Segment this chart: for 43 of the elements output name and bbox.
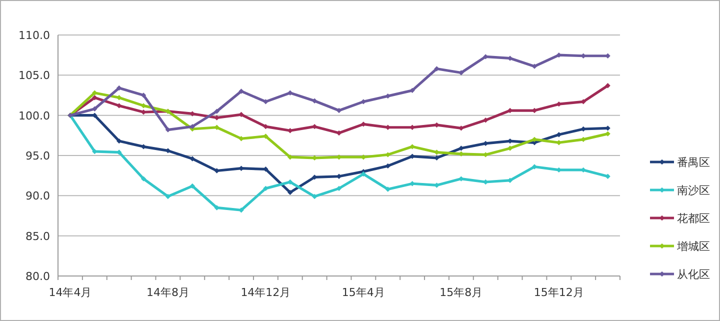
x-tick-label: 14年12月 — [240, 286, 291, 299]
point — [336, 186, 342, 192]
legend-label: 增城区 — [676, 240, 710, 253]
point — [288, 190, 293, 196]
x-tick-label: 14年4月 — [48, 286, 92, 299]
point — [263, 186, 268, 192]
y-tick-label: 95.0 — [26, 150, 50, 162]
point — [312, 194, 318, 200]
y-tick-label: 110.0 — [18, 29, 50, 42]
legend-label: 南沙区 — [677, 184, 710, 197]
point — [190, 183, 195, 189]
x-tick-label: 14年8月 — [146, 286, 190, 299]
point — [238, 88, 244, 94]
x-tick-label: 15年4月 — [342, 286, 385, 299]
x-tick-label: 15年8月 — [440, 286, 483, 299]
point — [360, 171, 366, 177]
point — [214, 168, 220, 174]
y-tick-label: 105.0 — [18, 69, 50, 82]
point — [507, 146, 513, 151]
point — [410, 144, 415, 150]
point — [214, 108, 220, 114]
point — [165, 194, 171, 200]
y-tick-label: 90.0 — [26, 190, 50, 203]
point — [116, 85, 122, 91]
point — [385, 186, 390, 192]
legend-label: 番禺区 — [677, 156, 710, 169]
legend-label: 从化区 — [677, 268, 710, 281]
y-tick-label: 85.0 — [26, 230, 50, 243]
point — [458, 70, 464, 76]
point — [263, 99, 268, 104]
point — [483, 118, 488, 123]
point — [92, 95, 98, 100]
point — [605, 83, 610, 88]
point — [605, 174, 610, 179]
point — [288, 179, 293, 185]
legend-label: 花都区 — [677, 212, 710, 225]
y-tick-label: 80.0 — [26, 270, 50, 283]
point — [190, 156, 195, 162]
y-tick-label: 100.0 — [18, 109, 50, 122]
x-tick-label: 15年12月 — [534, 286, 584, 299]
point — [140, 176, 146, 182]
point — [288, 90, 293, 96]
point — [92, 106, 98, 112]
